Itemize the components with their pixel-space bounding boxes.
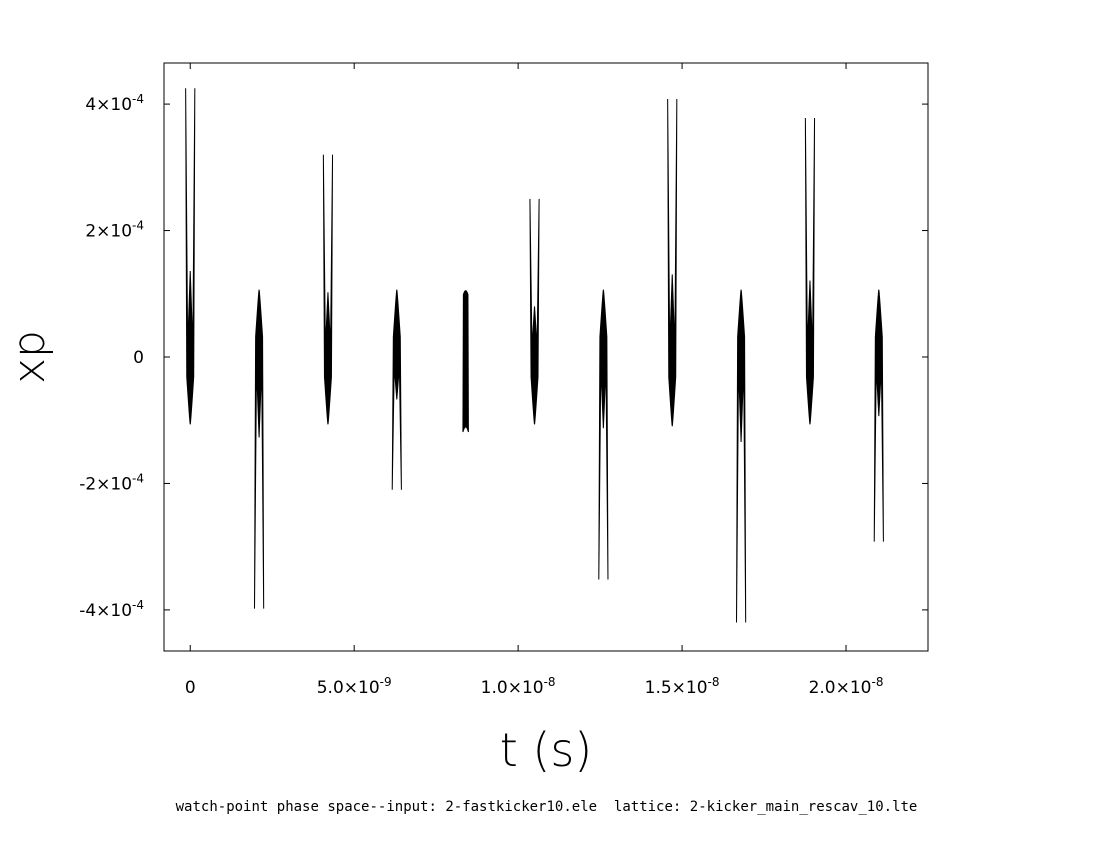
bunch-mark — [322, 154, 334, 425]
x-tick-label: 5.0×10-9 — [317, 675, 392, 698]
bunch-mark — [391, 289, 402, 490]
x-tick-label: 0 — [185, 678, 196, 698]
x-axis-label: t (s) — [500, 723, 593, 777]
bunch-mark — [667, 99, 678, 427]
y-axis: 4×10-4 2×10-4 0 -2×10-4 -4×10-4 — [79, 92, 928, 621]
bunch-mark — [529, 198, 540, 425]
bunch-mark — [736, 289, 747, 623]
bunch-mark — [598, 289, 609, 580]
bunch-mark — [254, 289, 265, 609]
bunch-mark — [804, 118, 816, 425]
y-axis-label: xp — [4, 330, 55, 384]
x-tick-label: 2.0×10-8 — [809, 675, 884, 698]
data-marks — [185, 88, 884, 623]
caption: watch-point phase space--input: 2-fastki… — [175, 799, 918, 815]
y-tick-label: 2×10-4 — [85, 219, 144, 242]
x-tick-label: 1.0×10-8 — [481, 675, 556, 698]
bunch-mark — [185, 88, 196, 425]
y-tick-label: -4×10-4 — [79, 598, 144, 621]
x-axis: 0 5.0×10-9 1.0×10-8 1.5×10-8 2.0×10-8 — [185, 63, 884, 698]
x-tick-label: 1.5×10-8 — [645, 675, 720, 698]
y-tick-label: 0 — [133, 348, 144, 368]
bunch-mark — [873, 289, 884, 542]
y-tick-label: 4×10-4 — [85, 92, 144, 115]
bunch-mark — [462, 290, 469, 433]
y-tick-label: -2×10-4 — [79, 471, 144, 494]
